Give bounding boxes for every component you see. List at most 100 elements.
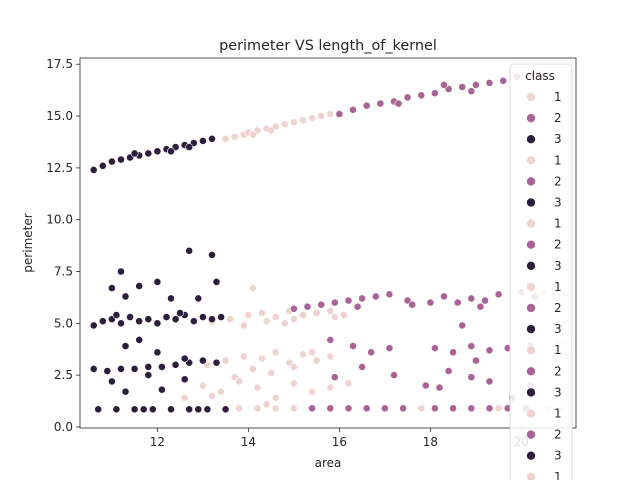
data-point-class-3: [126, 313, 135, 321]
data-point-class-2: [435, 383, 444, 392]
data-point-class-1: [289, 379, 298, 388]
data-point-class-2: [449, 348, 457, 357]
legend-marker-class-3: [526, 134, 536, 144]
data-point-class-2: [467, 404, 476, 413]
y-axis-label: perimeter: [21, 213, 35, 272]
legend-label: 3: [554, 322, 562, 336]
data-point-class-3: [89, 321, 98, 330]
legend-label: 2: [554, 301, 562, 315]
x-tick-label: 16: [332, 435, 347, 449]
data-point-class-3: [212, 358, 221, 367]
data-point-class-3: [148, 405, 157, 414]
data-point-class-3: [167, 405, 175, 414]
data-point-class-2: [289, 304, 298, 313]
data-point-class-3: [144, 149, 153, 158]
data-point-class-3: [89, 364, 98, 373]
legend-marker-class-1: [526, 92, 536, 102]
legend-label: 1: [554, 280, 562, 294]
data-point-class-2: [476, 302, 485, 311]
data-point-class-2: [380, 404, 389, 413]
data-point-class-3: [208, 315, 216, 324]
data-point-class-3: [144, 371, 153, 379]
data-point-class-3: [112, 311, 121, 319]
data-point-class-2: [403, 93, 412, 102]
data-point-class-1: [312, 309, 321, 317]
data-point-class-1: [289, 315, 298, 324]
data-point-class-2: [367, 348, 376, 357]
data-point-class-3: [108, 157, 116, 166]
data-point-class-3: [180, 375, 189, 384]
data-point-class-1: [330, 313, 339, 321]
data-point-class-3: [89, 165, 98, 174]
x-tick-label: 18: [423, 435, 438, 449]
data-point-class-3: [162, 313, 171, 321]
data-point-class-3: [203, 405, 212, 414]
data-point-class-2: [349, 342, 357, 350]
y-tick-label: 7.5: [54, 265, 73, 279]
legend-marker-class-2: [526, 239, 536, 250]
data-point-class-3: [130, 149, 139, 158]
data-point-class-2: [362, 101, 371, 110]
data-point-class-2: [440, 292, 448, 301]
data-point-class-3: [135, 335, 144, 344]
data-point-class-3: [135, 317, 144, 326]
data-point-class-3: [117, 319, 125, 328]
y-tick-label: 17.5: [46, 57, 73, 71]
x-tick-label: 14: [241, 435, 256, 449]
data-point-class-3: [189, 317, 198, 326]
legend-label: 2: [554, 428, 562, 442]
data-point-class-3: [208, 250, 216, 259]
data-point-class-1: [253, 404, 262, 413]
legend-label: 2: [554, 174, 562, 188]
data-point-class-2: [458, 321, 467, 330]
data-point-class-1: [299, 311, 307, 319]
data-point-class-1: [280, 319, 289, 328]
data-point-class-3: [176, 309, 184, 317]
data-point-class-3: [130, 405, 139, 414]
legend-marker-class-3: [526, 260, 536, 271]
data-point-class-2: [485, 79, 494, 87]
data-point-class-2: [385, 290, 394, 299]
data-point-class-2: [344, 296, 353, 305]
data-point-class-3: [167, 147, 175, 156]
data-point-class-2: [440, 81, 448, 89]
data-point-class-2: [326, 404, 335, 413]
data-point-class-1: [271, 348, 280, 357]
legend-marker-class-1: [526, 218, 536, 229]
data-point-class-3: [153, 277, 162, 286]
legend-marker-class-1: [526, 345, 536, 356]
data-point-class-3: [194, 294, 203, 303]
data-point-class-3: [157, 362, 166, 371]
legend-entries: 1 2 3 1 2 3 1 2 3 1 2 3 1 2 3 1 2 3 1: [526, 90, 562, 480]
data-point-class-1: [494, 404, 503, 413]
legend-label: 1: [554, 153, 562, 167]
data-point-class-2: [335, 110, 344, 118]
data-point-class-3: [153, 348, 162, 357]
data-point-class-1: [326, 110, 335, 118]
legend-label: 3: [554, 449, 562, 463]
data-point-class-1: [248, 364, 257, 373]
data-point-class-2: [471, 356, 480, 365]
data-point-class-2: [421, 381, 430, 390]
data-point-class-3: [217, 313, 225, 321]
data-point-class-3: [117, 155, 125, 164]
data-point-class-1: [267, 126, 275, 135]
data-point-class-1: [308, 348, 316, 357]
legend-marker-class-3: [526, 450, 536, 461]
data-point-class-1: [226, 315, 235, 324]
data-point-class-2: [485, 404, 494, 413]
data-point-class-1: [221, 356, 230, 365]
data-point-class-3: [121, 342, 130, 350]
data-point-class-2: [330, 373, 339, 382]
data-point-class-3: [208, 134, 216, 143]
data-point-class-3: [198, 313, 207, 321]
data-point-class-2: [330, 298, 339, 307]
data-point-class-3: [117, 364, 125, 373]
x-axis-label: area: [315, 456, 342, 470]
data-point-class-3: [185, 405, 194, 414]
legend-label: 2: [554, 364, 562, 378]
legend-marker-class-2: [526, 176, 536, 187]
data-point-class-2: [358, 362, 366, 371]
data-point-class-2: [430, 404, 439, 413]
data-point-class-3: [180, 354, 189, 363]
